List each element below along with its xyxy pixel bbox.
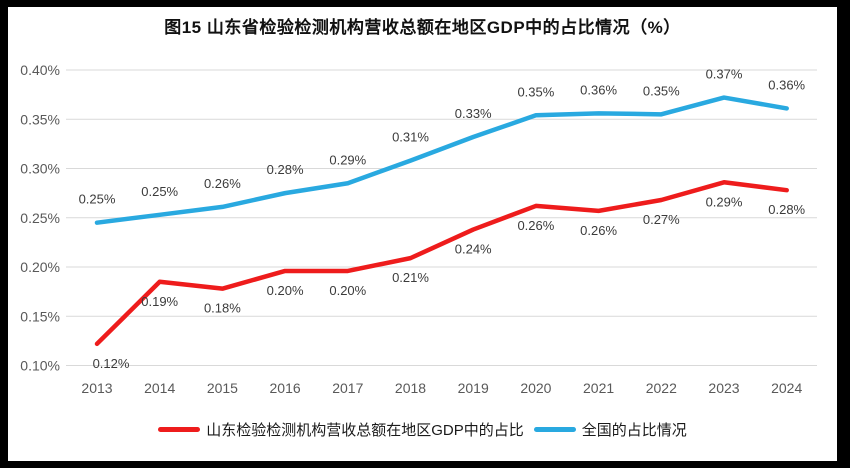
data-label-national: 0.28% <box>267 162 304 177</box>
legend: 山东检验检测机构营收总额在地区GDP中的占比 全国的占比情况 <box>8 419 837 440</box>
data-label-national: 0.33% <box>455 106 492 121</box>
x-axis-label: 2024 <box>771 380 802 396</box>
chart-title: 图15 山东省检验检测机构营收总额在地区GDP中的占比情况（%） <box>164 18 681 37</box>
data-label-national: 0.25% <box>141 184 178 199</box>
legend-swatch-national-icon <box>533 427 576 432</box>
data-label-shandong: 0.12% <box>93 356 130 371</box>
data-label-national: 0.37% <box>706 67 743 82</box>
y-axis-tick-label: 0.30% <box>20 161 60 177</box>
data-label-national: 0.36% <box>580 82 617 97</box>
data-label-shandong: 0.20% <box>329 283 366 298</box>
data-label-shandong: 0.24% <box>455 242 492 257</box>
y-axis-tick-label: 0.10% <box>20 358 60 374</box>
legend-item-shandong: 山东检验检测机构营收总额在地区GDP中的占比 <box>158 419 524 440</box>
data-label-shandong: 0.19% <box>141 294 178 309</box>
y-axis-tick-label: 0.15% <box>20 308 60 324</box>
y-axis-tick-label: 0.20% <box>20 259 60 275</box>
data-label-shandong: 0.29% <box>706 194 743 209</box>
legend-label-national: 全国的占比情况 <box>581 422 687 439</box>
data-label-national: 0.31% <box>392 130 429 145</box>
y-axis-tick-label: 0.35% <box>20 111 60 127</box>
data-label-national: 0.25% <box>79 192 116 207</box>
x-axis-label: 2019 <box>458 380 489 396</box>
x-axis-label: 2015 <box>207 380 238 396</box>
legend-item-national: 全国的占比情况 <box>533 419 687 440</box>
data-label-shandong: 0.18% <box>204 301 241 316</box>
data-label-national: 0.35% <box>643 83 680 98</box>
data-label-shandong: 0.26% <box>517 218 554 233</box>
series-line-national <box>94 95 789 225</box>
data-label-shandong: 0.28% <box>768 202 805 217</box>
legend-swatch-shandong-icon <box>158 427 201 432</box>
data-label-national: 0.35% <box>517 84 554 99</box>
data-label-national: 0.36% <box>768 77 805 92</box>
x-axis-label: 2013 <box>81 380 112 396</box>
data-label-shandong: 0.26% <box>580 223 617 238</box>
y-axis-tick-label: 0.25% <box>20 210 60 226</box>
x-axis-label: 2022 <box>646 380 677 396</box>
data-label-shandong: 0.20% <box>267 283 304 298</box>
data-label-shandong: 0.27% <box>643 212 680 227</box>
data-label-shandong: 0.21% <box>392 270 429 285</box>
legend-label-shandong: 山东检验检测机构营收总额在地区GDP中的占比 <box>206 422 524 439</box>
data-label-national: 0.26% <box>204 176 241 191</box>
x-axis-label: 2023 <box>708 380 739 396</box>
data-label-national: 0.29% <box>329 152 366 167</box>
x-axis-label: 2021 <box>583 380 614 396</box>
x-axis-label: 2016 <box>270 380 301 396</box>
x-axis-label: 2017 <box>332 380 363 396</box>
series-line-shandong <box>94 180 789 347</box>
chart-frame <box>8 7 837 461</box>
y-axis-tick-label: 0.40% <box>20 62 60 78</box>
x-axis-label: 2018 <box>395 380 426 396</box>
x-axis-label: 2020 <box>520 380 551 396</box>
x-axis-label: 2014 <box>144 380 175 396</box>
